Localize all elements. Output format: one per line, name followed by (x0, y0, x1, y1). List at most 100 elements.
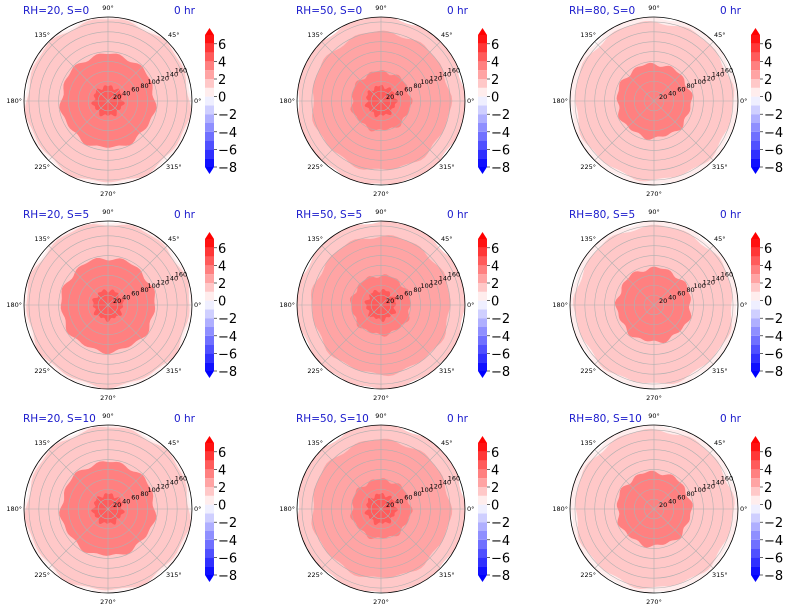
radial-tick-label: 120 (703, 74, 715, 82)
radial-tick-label: 160 (721, 271, 733, 279)
angle-tick-label: 180° (552, 505, 568, 513)
angle-tick-label: 270° (373, 598, 389, 606)
colorbar-segment (205, 504, 214, 514)
angular-gridline (380, 41, 441, 102)
angle-tick-label: 0° (194, 301, 201, 309)
colorbar-segment (751, 70, 760, 79)
polar-grid (570, 221, 738, 389)
colorbar-tick-label: 4 (218, 463, 226, 478)
angular-gridline (594, 245, 655, 306)
colorbar-tick-label: −4 (764, 330, 783, 345)
angular-gridline (653, 41, 714, 102)
colorbar-tick-label: 0 (491, 91, 499, 106)
colorbar-tick-label: 4 (764, 259, 772, 274)
colorbar-extend-max (205, 232, 214, 239)
angle-tick-label: 270° (646, 598, 662, 606)
colorbar-segment (478, 344, 487, 354)
angular-gridline (107, 245, 168, 306)
radial-tick-label: 140 (712, 479, 724, 487)
angular-gridline (653, 100, 714, 161)
colorbar-segment (478, 43, 487, 53)
colorbar-tick-label: 0 (764, 499, 772, 514)
colorbar: 6 4 2 0 −2 −4 −6 −8 (751, 436, 783, 584)
radial-tick-label: 80 (686, 82, 694, 90)
colorbar-tick-label: −8 (491, 365, 510, 380)
radial-tick-label: 20 (659, 297, 667, 305)
colorbar-segment (478, 504, 487, 514)
colorbar-tick-label: −8 (764, 365, 783, 380)
colorbar-segment (478, 487, 487, 496)
radial-tick-label: 160 (448, 67, 460, 75)
colorbar-segment (478, 353, 487, 363)
angle-tick-label: 180° (279, 301, 295, 309)
colorbar-segment (751, 487, 760, 496)
colorbar-segment (478, 309, 487, 319)
angle-tick-label: 90° (102, 208, 114, 216)
angular-gridline (321, 41, 382, 102)
radial-tick-label: 140 (712, 275, 724, 283)
radial-tick-label: 60 (404, 290, 412, 298)
colorbar-segment (205, 265, 214, 275)
radial-tick-label: 160 (721, 475, 733, 483)
angle-tick-label: 0° (740, 301, 747, 309)
panel-title-right: 0 hr (174, 209, 196, 221)
angular-gridline (594, 100, 655, 161)
colorbar-segment (478, 513, 487, 523)
colorbar-tick-label: 6 (764, 446, 772, 461)
angular-gridline (380, 508, 441, 569)
colorbar-tick-label: 0 (764, 295, 772, 310)
angular-gridline (321, 245, 382, 306)
angular-gridline (594, 508, 655, 569)
angle-tick-label: 315° (712, 571, 728, 579)
colorbar-segment (478, 300, 487, 310)
angle-tick-label: 45° (168, 439, 180, 447)
colorbar-extend-min (205, 167, 214, 174)
colorbar-segment (751, 61, 760, 71)
axes-edge (296, 16, 466, 186)
colorbar-segment (205, 539, 214, 549)
angle-tick-label: 225° (307, 163, 323, 171)
colorbar-segment (751, 495, 760, 505)
polar-grid (297, 425, 465, 593)
panel-title-right: 0 hr (174, 413, 196, 425)
colorbar-segment (751, 478, 760, 487)
polar-panel: 90°45°0°315°270°225°180°135°20 40 60 801001… (6, 208, 237, 402)
colorbar-segment (205, 274, 214, 283)
angle-tick-label: 135° (580, 31, 596, 39)
colorbar-segment (478, 158, 487, 167)
angle-tick-label: 225° (307, 367, 323, 375)
radial-tick-label: 100 (420, 78, 432, 86)
colorbar-tick-label: 0 (491, 295, 499, 310)
colorbar-tick-label: −4 (764, 126, 783, 141)
polar-grid (24, 17, 192, 185)
radial-tick-label: 140 (439, 275, 451, 283)
colorbar-tick-label: −8 (491, 161, 510, 176)
colorbar-segment (205, 335, 214, 345)
colorbar-segment (751, 362, 760, 371)
radial-tick-label: 100 (420, 486, 432, 494)
radial-tick-label: 100 (147, 486, 159, 494)
angular-gridline (653, 508, 714, 569)
radial-tick-label: 80 (140, 490, 148, 498)
radial-tick-label: 80 (686, 490, 694, 498)
colorbar-tick-label: −4 (764, 534, 783, 549)
angular-gridline (48, 41, 109, 102)
colorbar-tick-label: −2 (218, 312, 237, 327)
radial-tick-label: 120 (703, 278, 715, 286)
angular-gridline (594, 304, 655, 365)
radial-tick-label: 80 (413, 82, 421, 90)
colorbar-tick-label: 2 (218, 481, 226, 496)
colorbar-segment (751, 522, 760, 531)
colorbar-segment (478, 149, 487, 159)
colorbar-segment (478, 548, 487, 558)
panel-title-left: RH=50, S=10 (296, 413, 369, 425)
colorbar-segment (751, 548, 760, 558)
panel-title-right: 0 hr (447, 5, 469, 17)
colorbar-tick-label: 2 (218, 277, 226, 292)
radial-tick-label: 40 (668, 497, 676, 505)
angle-tick-label: 135° (34, 31, 50, 39)
radial-tick-label: 20 (386, 93, 394, 101)
axes-edge (23, 220, 193, 390)
angle-tick-label: 90° (375, 208, 387, 216)
angle-tick-label: 315° (439, 367, 455, 375)
